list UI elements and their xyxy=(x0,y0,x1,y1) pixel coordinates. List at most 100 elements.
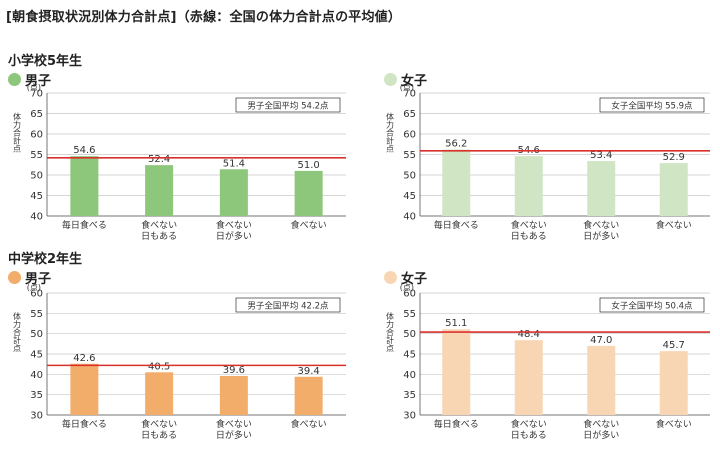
data-label: 54.6 xyxy=(73,145,95,156)
average-box xyxy=(235,297,341,313)
gender-text: 女子 xyxy=(401,272,428,287)
y-tick-label: 55 xyxy=(403,150,416,161)
x-tick-label: 日が多い xyxy=(583,429,619,441)
average-box xyxy=(235,97,341,113)
y-tick-label: 30 xyxy=(403,411,416,422)
y-tick-label: 40 xyxy=(30,212,43,223)
y-tick-label: 45 xyxy=(403,350,416,361)
gender-text: 男子 xyxy=(25,74,52,89)
y-tick-label: 50 xyxy=(30,329,43,340)
bar xyxy=(514,156,543,216)
bar xyxy=(587,345,616,415)
data-label: 51.0 xyxy=(297,160,319,171)
x-tick-label: 日もある xyxy=(511,231,547,242)
data-label: 39.4 xyxy=(297,366,319,377)
x-tick-label: 食べない xyxy=(141,418,177,430)
y-tick-label: 65 xyxy=(30,109,43,120)
unit-label: (点) xyxy=(400,83,414,92)
y-tick-label: 60 xyxy=(30,130,43,141)
gender-label-elem-boys: 男子 xyxy=(8,70,51,89)
bar xyxy=(219,375,248,415)
legend-dot-icon xyxy=(384,73,397,86)
y-tick-label: 60 xyxy=(30,289,43,300)
x-tick-label: 食べない xyxy=(583,219,619,231)
y-tick-label: 35 xyxy=(30,390,43,401)
x-tick-label: 毎日食べる xyxy=(62,219,107,231)
data-label: 39.6 xyxy=(223,365,245,376)
y-tick-label: 45 xyxy=(403,191,416,202)
x-tick-label: 毎日食べる xyxy=(434,418,479,430)
y-axis-label: 体力合計点 xyxy=(386,112,395,154)
gender-label-elem-girls: 女子 xyxy=(384,70,427,89)
y-tick-label: 50 xyxy=(403,329,416,340)
y-tick-label: 55 xyxy=(403,309,416,320)
chart-elem-boys: (点) 体力合計点 40 45 50 55 60 65 70 54.6 毎日食べる 52.4 食べない日… xyxy=(13,83,346,242)
bar xyxy=(145,372,174,415)
y-tick-label: 60 xyxy=(403,130,416,141)
x-tick-label: 食べない xyxy=(291,418,327,430)
x-tick-label: 日が多い xyxy=(216,429,252,441)
bar xyxy=(514,340,543,415)
section-title-elementary: 小学校5年生 xyxy=(8,54,83,69)
bar xyxy=(659,351,688,415)
x-tick-label: 食べない xyxy=(583,418,619,430)
unit-label: (点) xyxy=(27,283,41,292)
bar xyxy=(70,363,99,415)
bar xyxy=(145,165,174,216)
y-tick-label: 45 xyxy=(30,191,43,202)
y-axis-label: 体力合計点 xyxy=(386,311,395,353)
y-tick-label: 55 xyxy=(30,150,43,161)
y-tick-label: 40 xyxy=(30,370,43,381)
gender-text: 女子 xyxy=(401,74,428,89)
gender-label-jr-girls: 女子 xyxy=(384,268,427,287)
legend-dot-icon xyxy=(8,73,21,86)
x-tick-label: 日もある xyxy=(511,430,547,441)
data-label: 42.6 xyxy=(73,353,95,364)
bar xyxy=(659,163,688,216)
unit-label: (点) xyxy=(400,283,414,292)
bar xyxy=(294,170,323,216)
y-tick-label: 55 xyxy=(30,309,43,320)
y-axis-label: 体力合計点 xyxy=(13,311,22,353)
data-label: 56.2 xyxy=(445,139,467,150)
y-tick-label: 45 xyxy=(30,350,43,361)
data-label: 40.5 xyxy=(148,361,170,372)
bar xyxy=(442,329,471,415)
data-label: 47.0 xyxy=(590,335,612,346)
average-label: 女子全国平均 55.9点 xyxy=(611,101,693,112)
chart-jr-girls: (点) 体力合計点 30 35 40 45 50 55 60 51.1 毎日食べる 48.4 食べない日… xyxy=(386,283,710,441)
average-label: 男子全国平均 54.2点 xyxy=(247,101,329,112)
legend-dot-icon xyxy=(384,271,397,284)
x-tick-label: 日が多い xyxy=(583,230,619,242)
data-label: 52.4 xyxy=(148,154,170,165)
data-label: 51.4 xyxy=(223,158,245,169)
data-label: 51.1 xyxy=(445,318,467,329)
bar xyxy=(219,169,248,216)
chart-jr-boys: (点) 体力合計点 30 35 40 45 50 55 60 42.6 毎日食べる 40.5 食べない日… xyxy=(13,283,346,441)
x-tick-label: 食べない xyxy=(511,418,547,430)
data-label: 53.4 xyxy=(590,150,612,161)
y-tick-label: 50 xyxy=(403,171,416,182)
average-label: 女子全国平均 50.4点 xyxy=(611,301,693,312)
y-tick-label: 65 xyxy=(403,109,416,120)
y-tick-label: 70 xyxy=(403,89,416,100)
bar xyxy=(294,376,323,415)
bar xyxy=(587,161,616,216)
y-tick-label: 60 xyxy=(403,289,416,300)
y-tick-label: 35 xyxy=(403,390,416,401)
y-tick-label: 50 xyxy=(30,171,43,182)
data-label: 48.4 xyxy=(518,329,540,340)
average-label: 男子全国平均 42.2点 xyxy=(247,301,329,312)
x-tick-label: 食べない xyxy=(216,219,252,231)
x-tick-label: 日が多い xyxy=(216,230,252,242)
section-title-junior-high: 中学校2年生 xyxy=(8,252,83,267)
y-tick-label: 70 xyxy=(30,89,43,100)
y-tick-label: 40 xyxy=(403,370,416,381)
gender-label-jr-boys: 男子 xyxy=(8,268,51,287)
x-tick-label: 毎日食べる xyxy=(62,418,107,430)
x-tick-label: 食べない xyxy=(656,219,692,231)
average-box xyxy=(599,97,705,113)
x-tick-label: 食べない xyxy=(656,418,692,430)
chart-elem-girls: (点)体力合計点4045505560657056.2毎日食べる54.6食べない日… xyxy=(386,83,710,242)
legend-dot-icon xyxy=(8,271,21,284)
